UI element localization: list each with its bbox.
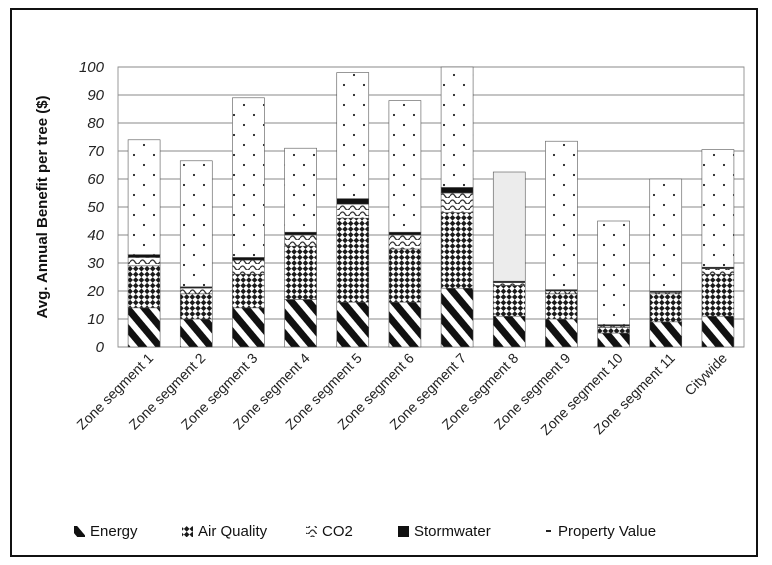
bar-segment-property-value: [650, 179, 682, 291]
bar-segment-co2: [441, 193, 473, 213]
bar-segment-stormwater: [441, 187, 473, 193]
bar-segment-stormwater: [128, 255, 160, 258]
bar-segment-air-quality: [285, 246, 317, 299]
bar-segment-property-value: [702, 150, 734, 268]
x-tick-label: Citywide: [681, 350, 730, 399]
legend-swatch: [182, 526, 193, 537]
bar-segment-co2: [285, 235, 317, 246]
bar-segment-stormwater: [285, 232, 317, 235]
bar-segment-air-quality: [441, 213, 473, 289]
bar-segment-co2: [180, 288, 212, 294]
y-tick-label: 60: [87, 171, 104, 188]
y-tick-label: 40: [87, 227, 104, 244]
bar-segment-co2: [545, 291, 577, 294]
legend-swatch: [306, 526, 317, 537]
bar-segment-air-quality: [702, 274, 734, 316]
y-tick-label: 90: [87, 87, 104, 104]
legend-swatch: [398, 526, 409, 537]
bar-segment-air-quality: [493, 285, 525, 316]
bar-segment-energy: [441, 288, 473, 347]
y-tick-label: 100: [79, 59, 105, 76]
bar-segment-air-quality: [180, 294, 212, 319]
bar-segment-energy: [545, 319, 577, 347]
y-tick-label: 20: [86, 283, 104, 300]
bar-segment-property-value: [389, 101, 421, 233]
legend-label: Stormwater: [414, 523, 491, 540]
bar-segment-energy: [598, 333, 630, 347]
bar-segment-energy: [285, 299, 317, 347]
bar-segment-energy: [389, 302, 421, 347]
bar-segment-energy: [650, 322, 682, 347]
bar-segment-property-value: [128, 140, 160, 255]
y-tick-label: 10: [87, 311, 104, 328]
bar-segment-property-value: [180, 161, 212, 287]
bar-segment-property-value: [493, 172, 525, 281]
y-axis-label: Avg. Annual Benefit per tree ($): [34, 95, 51, 318]
bar-segment-air-quality: [545, 294, 577, 319]
y-axis-ticks: 0 10 20 30 40 50 60 70 80 90 100: [79, 59, 105, 356]
bar-segment-air-quality: [128, 266, 160, 308]
bar-segment-co2: [389, 235, 421, 249]
bar-segment-co2: [232, 260, 264, 274]
bar-segment-energy: [702, 316, 734, 347]
legend-label: Air Quality: [198, 523, 268, 540]
y-tick-label: 70: [87, 143, 104, 160]
bar-segment-air-quality: [232, 274, 264, 308]
bar-segment-stormwater: [232, 257, 264, 260]
y-tick-label: 30: [87, 255, 104, 272]
legend-swatch: [74, 526, 85, 537]
bar-segment-property-value: [285, 148, 317, 232]
bar-segment-co2: [128, 257, 160, 265]
bar-segment-energy: [493, 316, 525, 347]
y-tick-label: 80: [87, 115, 104, 132]
bar-segment-property-value: [545, 141, 577, 289]
bar-segment-property-value: [232, 98, 264, 258]
legend-label: Energy: [90, 523, 138, 540]
bar-segment-co2: [337, 204, 369, 218]
legend: Energy Air Quality CO2 Stormwater Property V…: [74, 523, 656, 540]
bar-segment-property-value: [598, 221, 630, 325]
bar-segment-stormwater: [389, 232, 421, 235]
bar-segment-energy: [180, 319, 212, 347]
bar-segment-air-quality: [389, 249, 421, 302]
bar-segment-property-value: [441, 67, 473, 187]
legend-label: Property Value: [558, 523, 656, 540]
bar-segment-co2: [702, 269, 734, 275]
bar-segment-energy: [337, 302, 369, 347]
legend-label: CO2: [322, 523, 353, 540]
bar-segment-energy: [128, 308, 160, 347]
y-tick-label: 0: [96, 339, 105, 356]
bar-segment-air-quality: [598, 327, 630, 333]
bar-segment-co2: [493, 283, 525, 286]
bar-segment-property-value: [337, 73, 369, 199]
bar-segment-energy: [232, 308, 264, 347]
bar-segment-air-quality: [337, 218, 369, 302]
y-tick-label: 50: [87, 199, 104, 216]
bar-segment-air-quality: [650, 294, 682, 322]
bar-segment-stormwater: [337, 199, 369, 205]
legend-swatch: [546, 530, 551, 532]
